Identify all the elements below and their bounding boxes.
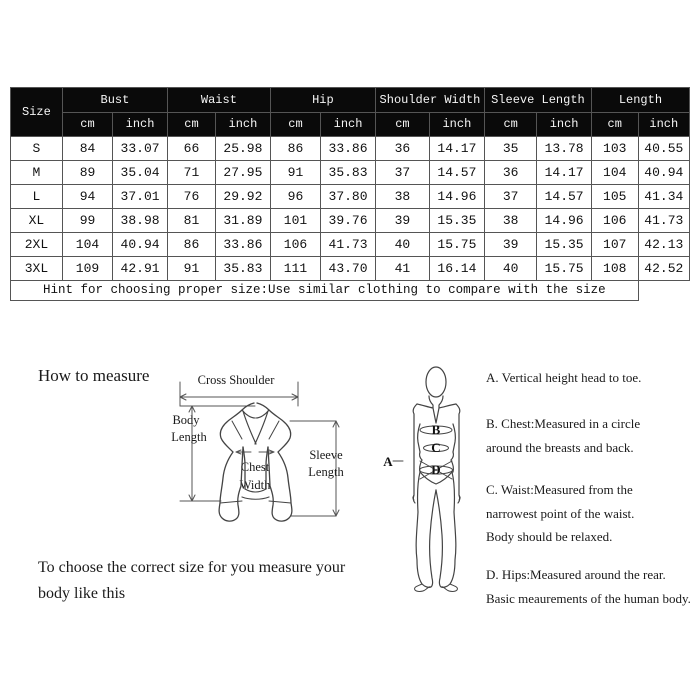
svg-text:D: D: [431, 462, 440, 477]
svg-text:B: B: [432, 422, 441, 437]
svg-text:A: A: [383, 454, 393, 469]
svg-text:C: C: [431, 440, 440, 455]
svg-text:Sleeve: Sleeve: [309, 448, 343, 462]
svg-text:Body: Body: [172, 413, 200, 427]
svg-text:Length: Length: [308, 465, 344, 479]
svg-text:Length: Length: [171, 430, 207, 444]
svg-text:Cross Shoulder: Cross Shoulder: [198, 373, 276, 387]
